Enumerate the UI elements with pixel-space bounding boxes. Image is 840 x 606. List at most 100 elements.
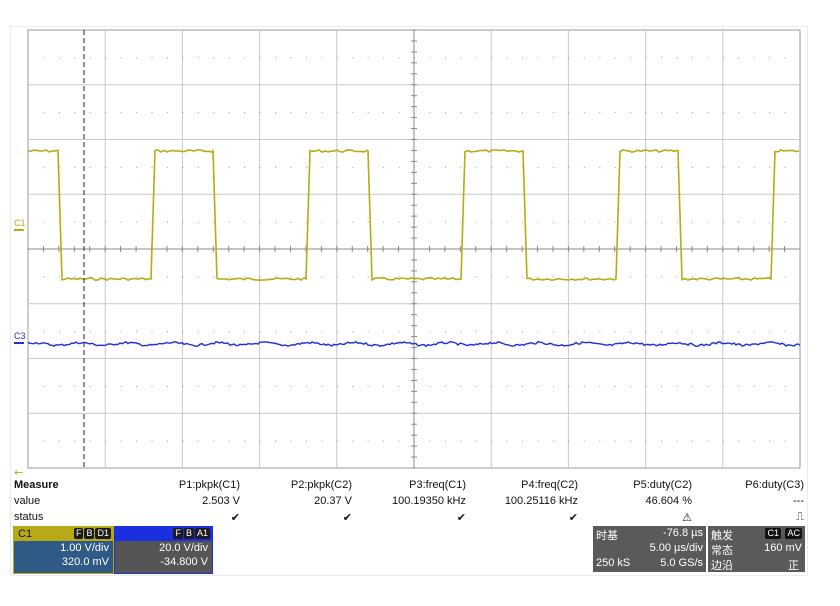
grid-dot bbox=[676, 440, 678, 442]
grid-dot bbox=[506, 331, 508, 333]
grid-dot bbox=[58, 331, 60, 333]
measure-header-row: Measure P1:pkpk(C1) P2:pkpk(C2) P3:freq(… bbox=[14, 479, 804, 494]
grid-dot bbox=[89, 440, 91, 442]
grid-dot bbox=[182, 440, 184, 442]
grid-dot bbox=[228, 166, 230, 168]
grid-dot bbox=[166, 166, 168, 168]
grid-dot bbox=[722, 166, 724, 168]
grid-dot bbox=[599, 276, 601, 278]
grid-dot bbox=[259, 166, 261, 168]
grid-dot bbox=[429, 440, 431, 442]
grid-dot bbox=[383, 385, 385, 387]
grid-dot bbox=[105, 57, 107, 59]
grid-dot bbox=[722, 112, 724, 114]
c1-marker-label: C1 bbox=[14, 218, 26, 228]
grid-dot bbox=[599, 57, 601, 59]
grid-dot bbox=[151, 385, 153, 387]
grid-dot bbox=[630, 276, 632, 278]
status-label: status bbox=[14, 511, 44, 523]
grid-dot bbox=[429, 276, 431, 278]
grid-dot bbox=[460, 440, 462, 442]
grid-dot bbox=[583, 57, 585, 59]
grid-dot bbox=[630, 385, 632, 387]
grid-dot bbox=[74, 112, 76, 114]
grid-dot bbox=[676, 221, 678, 223]
grid-dot bbox=[522, 57, 524, 59]
scope-panel bbox=[10, 26, 808, 576]
grid-dot bbox=[182, 221, 184, 223]
grid-dot bbox=[552, 57, 554, 59]
left-arrow-icon[interactable]: ← bbox=[14, 466, 23, 479]
grid-dot bbox=[383, 440, 385, 442]
grid-dot bbox=[213, 57, 215, 59]
grid-dot bbox=[614, 166, 616, 168]
measure-col-p4[interactable]: P4:freq(C2) bbox=[521, 479, 578, 491]
c1-channel-box[interactable]: C1 F B D1 1.00 V/div 320.0 mV bbox=[13, 526, 114, 574]
grid-dot bbox=[321, 112, 323, 114]
grid-dot bbox=[136, 166, 138, 168]
grid-dot bbox=[784, 112, 786, 114]
grid-dot bbox=[228, 221, 230, 223]
grid-dot bbox=[645, 440, 647, 442]
grid-dot bbox=[275, 112, 277, 114]
grid-dot bbox=[722, 221, 724, 223]
grid-dot bbox=[444, 385, 446, 387]
grid-dot bbox=[290, 276, 292, 278]
grid-dot bbox=[228, 112, 230, 114]
grid-dot bbox=[414, 385, 415, 387]
grid-dot bbox=[661, 57, 663, 59]
grid-dot bbox=[414, 166, 415, 168]
grid-dot bbox=[444, 276, 446, 278]
grid-dot bbox=[429, 331, 431, 333]
grid-dot bbox=[460, 331, 462, 333]
grid-dot bbox=[305, 385, 307, 387]
grid-dot bbox=[398, 57, 400, 59]
grid-dot bbox=[228, 57, 230, 59]
value-p4: 100.25116 kHz bbox=[504, 495, 578, 507]
grid-dot bbox=[707, 385, 709, 387]
measure-value-row: value 2.503 V 20.37 V 100.19350 kHz 100.… bbox=[14, 495, 804, 510]
grid-dot bbox=[506, 385, 508, 387]
measure-col-p2[interactable]: P2:pkpk(C2) bbox=[290, 479, 352, 491]
grid-dot bbox=[614, 276, 616, 278]
grid-dot bbox=[414, 112, 415, 114]
grid-dot bbox=[275, 57, 277, 59]
trigger-coupling-badge: AC bbox=[785, 528, 802, 539]
grid-dot bbox=[583, 112, 585, 114]
grid-dot bbox=[43, 221, 45, 223]
grid-dot bbox=[676, 112, 678, 114]
measure-col-p6[interactable]: P6:duty(C3) bbox=[745, 479, 804, 491]
grid-dot bbox=[491, 331, 493, 333]
timebase-box[interactable]: 时基 -76.8 µs 5.00 µs/div 250 kS 5.0 GS/s bbox=[593, 526, 706, 572]
measure-col-p5[interactable]: P5:duty(C2) bbox=[633, 479, 692, 491]
grid-dot bbox=[275, 440, 277, 442]
grid-dot bbox=[491, 440, 493, 442]
grid-dot bbox=[398, 331, 400, 333]
pulse-icon: ⎍ bbox=[796, 511, 804, 523]
grid-dot bbox=[43, 57, 45, 59]
trigger-source-badge: C1 bbox=[765, 528, 781, 539]
grid-dot bbox=[568, 166, 570, 168]
measure-col-p1[interactable]: P1:pkpk(C1) bbox=[178, 479, 240, 491]
grid-dot bbox=[383, 112, 385, 114]
grid-dot bbox=[722, 57, 724, 59]
grid-dot bbox=[197, 112, 199, 114]
grid-dot bbox=[259, 276, 261, 278]
c3-channel-box[interactable]: C3 F B A1 20.0 V/div -34.800 V bbox=[114, 526, 213, 574]
grid-dot bbox=[105, 276, 107, 278]
measure-col-p3[interactable]: P3:freq(C1) bbox=[409, 479, 466, 491]
c1-waveform bbox=[27, 148, 800, 282]
check-icon: ✔ bbox=[230, 512, 240, 524]
grid-dot bbox=[244, 166, 246, 168]
grid-dot bbox=[707, 57, 709, 59]
grid-dot bbox=[722, 276, 724, 278]
grid-dot bbox=[213, 385, 215, 387]
grid-dot bbox=[259, 331, 261, 333]
grid-dot bbox=[738, 440, 740, 442]
trigger-box[interactable]: 触发 C1 AC 常态 160 mV 边沿 正 bbox=[708, 526, 805, 572]
grid-dot bbox=[336, 331, 338, 333]
grid-dot bbox=[522, 276, 524, 278]
grid-dot bbox=[166, 385, 168, 387]
grid-dot bbox=[74, 331, 76, 333]
measure-title[interactable]: Measure bbox=[14, 479, 59, 491]
